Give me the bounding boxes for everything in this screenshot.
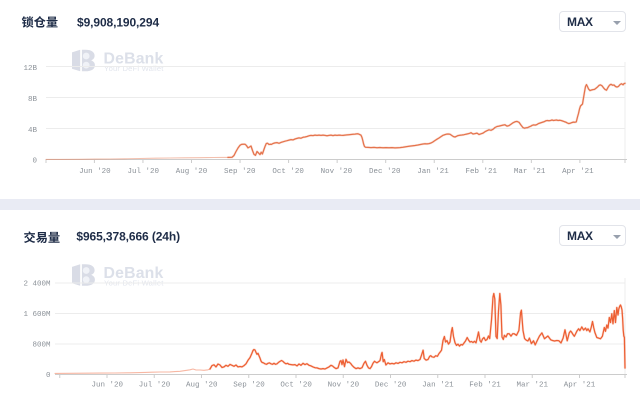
svg-text:Feb '21: Feb '21	[466, 168, 498, 176]
svg-text:Jun '20: Jun '20	[92, 381, 124, 389]
svg-text:0: 0	[32, 158, 37, 166]
svg-text:Apr '21: Apr '21	[564, 381, 596, 389]
svg-text:4B: 4B	[28, 127, 38, 135]
svg-text:Mar '21: Mar '21	[514, 168, 546, 176]
svg-text:Oct '20: Oct '20	[280, 381, 312, 389]
svg-text:Nov '20: Nov '20	[321, 168, 353, 176]
svg-text:2 400M: 2 400M	[23, 280, 51, 288]
svg-text:Jul '20: Jul '20	[139, 381, 171, 389]
svg-text:Oct '20: Oct '20	[272, 168, 304, 176]
svg-text:Dec '20: Dec '20	[375, 381, 407, 389]
svg-text:Feb '21: Feb '21	[469, 381, 501, 389]
svg-text:DeBank: DeBank	[104, 265, 164, 282]
svg-text:Mar '21: Mar '21	[517, 381, 549, 389]
svg-text:Jun '20: Jun '20	[79, 168, 111, 176]
svg-text:Jul '20: Jul '20	[127, 168, 159, 176]
svg-text:Dec '20: Dec '20	[369, 168, 401, 176]
svg-text:Your DeFi Wallet: Your DeFi Wallet	[104, 64, 164, 73]
svg-text:8B: 8B	[28, 96, 38, 104]
svg-text:Sep '20: Sep '20	[233, 381, 265, 389]
svg-text:1 600M: 1 600M	[23, 311, 51, 319]
svg-text:12B: 12B	[23, 65, 37, 73]
svg-text:DeBank: DeBank	[104, 51, 164, 68]
svg-text:$965,378,666 (24h): $965,378,666 (24h)	[76, 230, 180, 244]
svg-text:Aug '20: Aug '20	[186, 381, 218, 389]
svg-text:0: 0	[46, 372, 51, 380]
svg-text:Nov '20: Nov '20	[328, 381, 360, 389]
svg-text:Jan '21: Jan '21	[422, 381, 454, 389]
svg-text:Jan '21: Jan '21	[417, 168, 449, 176]
svg-text:Apr '21: Apr '21	[562, 168, 594, 176]
svg-text:$9,908,190,294: $9,908,190,294	[77, 15, 159, 29]
svg-text:800M: 800M	[32, 341, 51, 349]
svg-text:Sep '20: Sep '20	[224, 168, 256, 176]
svg-text:Aug '20: Aug '20	[176, 168, 208, 176]
